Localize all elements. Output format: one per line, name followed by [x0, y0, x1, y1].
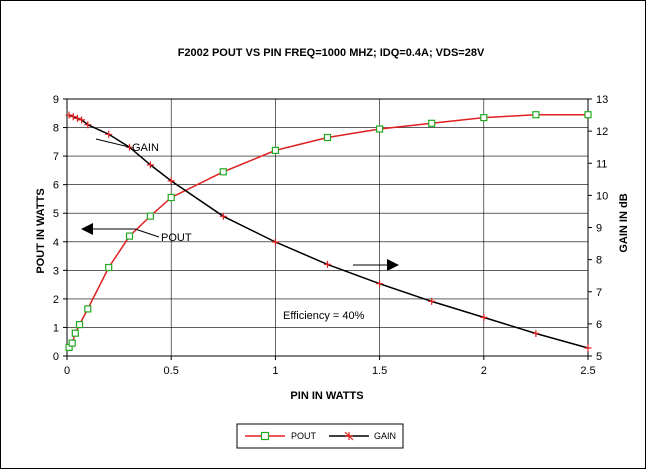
legend-pout-marker	[260, 431, 270, 441]
y-right-tick-label: 13	[596, 94, 608, 106]
series-gain	[65, 111, 592, 352]
pout-leader-line	[134, 228, 160, 238]
y-left-axis-title: POUT IN WATTS	[35, 188, 47, 273]
gain-data-point	[84, 121, 92, 129]
gain-axis-arrow	[353, 259, 399, 271]
gain-data-point	[65, 111, 73, 119]
x-tick-label: 2.5	[580, 365, 595, 377]
y-left-tick-label: 1	[53, 322, 59, 334]
y-right-tick-label: 5	[596, 351, 602, 363]
gain-data-point	[126, 143, 133, 151]
pout-data-point	[532, 111, 540, 119]
y-left-tick-label: 3	[53, 265, 59, 277]
gain-data-point	[584, 344, 592, 352]
gain-data-point	[105, 130, 113, 138]
pout-data-point	[75, 321, 84, 329]
gain-data-point	[73, 114, 81, 122]
pout-data-point	[219, 168, 227, 176]
gain-annotation-label: GAIN	[132, 142, 159, 154]
legend-gain-marker	[344, 431, 354, 441]
pout-data-point	[167, 193, 175, 202]
pout-data-point	[428, 119, 436, 127]
right-arrow-icon	[387, 259, 399, 271]
efficiency-annotation: Efficiency = 40%	[283, 310, 365, 322]
y-left-tick-label: 8	[53, 123, 59, 135]
x-tick-label: 2	[481, 365, 487, 377]
y-left-tick-label: 5	[53, 208, 59, 220]
legend: POUT GAIN	[236, 423, 404, 449]
pout-data-point	[480, 113, 488, 122]
gain-data-point	[376, 280, 384, 288]
y-left-tick-label: 2	[53, 294, 59, 306]
y-right-tick-label: 10	[596, 190, 608, 202]
left-arrow-icon	[81, 223, 93, 235]
pout-data-point	[323, 133, 332, 142]
pout-data-point	[125, 232, 134, 240]
gain-data-point	[146, 161, 154, 169]
x-tick-label: 1	[272, 365, 278, 377]
x-axis-title: PIN IN WATTS	[290, 390, 363, 402]
gain-leader-line	[95, 138, 130, 148]
y-left-tick-label: 7	[53, 151, 59, 163]
gain-data-point	[69, 113, 77, 121]
gain-data-point	[167, 177, 175, 185]
gain-data-point	[324, 260, 331, 268]
y-right-tick-label: 12	[596, 126, 608, 138]
y-right-axis-title: GAIN IN dB	[618, 193, 630, 252]
pout-annotation: POUT	[81, 223, 192, 244]
gain-annotation: GAIN	[95, 138, 159, 154]
y-left-tick-label: 9	[53, 94, 59, 106]
y-left-tick-label: 0	[53, 351, 59, 363]
x-tick-label: 1.5	[372, 365, 387, 377]
pout-data-point	[105, 263, 113, 272]
y-right-tick-label: 9	[596, 223, 602, 235]
pout-data-point	[71, 329, 79, 337]
pout-data-point	[68, 339, 76, 347]
pout-data-point	[84, 305, 92, 313]
y-right-tick-label: 11	[596, 158, 607, 170]
gain-data-point	[480, 313, 488, 321]
legend-item-pout: POUT	[245, 431, 317, 441]
gain-data-point	[532, 330, 540, 337]
gain-data-point	[219, 212, 227, 220]
legend-gain-label: GAIN	[374, 431, 396, 441]
x-tick-label: 0.5	[164, 365, 179, 377]
series-pout	[65, 111, 592, 351]
chart-title: F2002 POUT VS PIN FREQ=1000 MHZ; IDQ=0.4…	[178, 47, 485, 59]
pout-data-point	[376, 125, 384, 133]
gain-data-point	[428, 297, 436, 305]
pout-data-point	[584, 111, 592, 119]
legend-item-gain: GAIN	[329, 431, 396, 441]
pout-data-point	[146, 212, 154, 220]
x-tick-label: 0	[64, 365, 70, 377]
gain-data-point	[271, 238, 279, 246]
y-left-tick-label: 6	[53, 180, 59, 192]
gain-data-point	[78, 116, 86, 124]
y-right-tick-label: 7	[596, 287, 602, 299]
legend-pout-label: POUT	[291, 431, 317, 441]
y-right-tick-label: 8	[596, 255, 602, 267]
pout-annotation-label: POUT	[161, 232, 192, 244]
y-right-tick-label: 6	[596, 319, 602, 331]
y-left-tick-label: 4	[53, 237, 59, 249]
series-layer	[65, 111, 592, 352]
plot-area	[66, 98, 589, 357]
pout-data-point	[271, 146, 279, 154]
